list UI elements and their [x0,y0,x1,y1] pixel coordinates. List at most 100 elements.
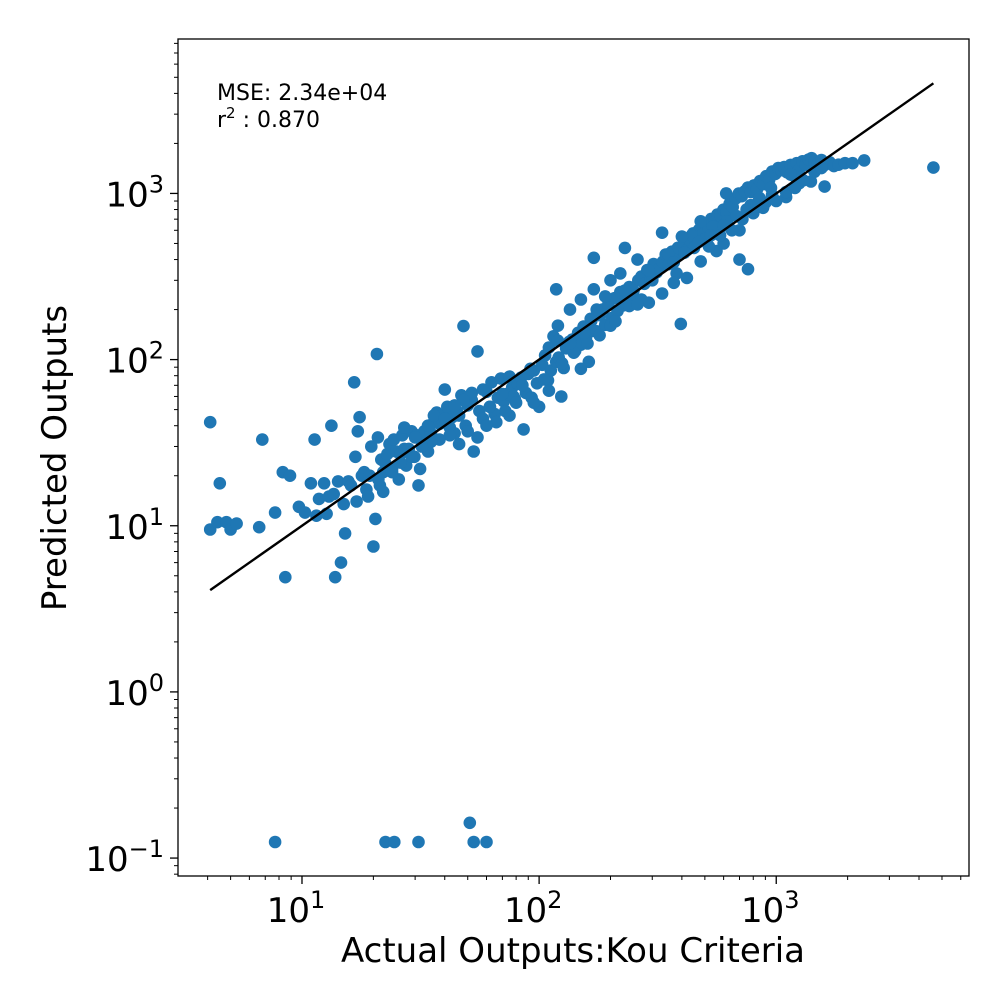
data-point [694,215,707,228]
data-point [846,156,859,170]
y-tick-label: 100 [105,669,164,714]
tick-base: 10 [85,840,128,880]
data-point [379,835,392,849]
data-point [325,419,338,433]
x-axis-label: Actual Outputs:Kou Criteria [341,931,805,971]
data-point [788,181,802,195]
tick-base: 10 [105,674,148,714]
data-point [465,386,479,400]
data-point [452,437,466,451]
data-point [741,262,755,276]
y-tick-label: 10−1 [85,835,164,880]
x-tick-label: 103 [741,886,800,931]
y-tick-label: 103 [105,170,164,215]
data-point [655,287,669,300]
data-point [587,283,601,296]
data-point [618,241,632,255]
data-point [604,274,617,287]
data-point [331,475,345,488]
data-point [467,835,481,849]
data-point [499,404,512,418]
data-point [347,376,361,389]
data-point [421,419,435,433]
data-point [365,440,378,453]
data-point [361,490,375,503]
data-point [304,477,318,490]
data-point [631,253,644,266]
data-point [405,450,418,464]
data-point [818,180,831,193]
data-point [353,410,366,424]
data-point [527,396,541,410]
data-point [367,540,380,553]
data-point [334,556,348,569]
data-point [349,450,362,464]
data-point [461,425,475,438]
tick-base: 10 [105,342,148,382]
data-point [857,154,871,167]
data-point [642,296,656,310]
data-point [563,303,577,316]
data-point [338,527,352,540]
tick-exponent: 2 [149,337,164,365]
data-point [467,445,481,458]
data-point [581,337,594,350]
data-point [587,251,601,265]
data-point [680,271,694,285]
data-point [549,283,563,296]
r2-label: r [217,108,227,133]
data-point [614,267,627,280]
data-point [408,431,422,444]
data-point [438,412,452,426]
tick-exponent: 2 [547,886,562,914]
data-point [471,431,484,444]
data-point [312,492,326,506]
data-point [279,570,292,584]
data-point [692,235,705,249]
data-point [574,362,588,376]
data-point [719,187,733,200]
tick-exponent: −1 [129,835,164,863]
data-point [537,373,551,386]
tick-exponent: 1 [310,886,325,914]
data-point [598,290,612,303]
data-point [298,506,312,519]
data-point [230,517,243,530]
y-tick-label: 101 [105,503,164,548]
data-point [667,255,681,269]
data-point [471,345,484,358]
r2-value: : 0.870 [236,108,320,133]
data-point [574,293,588,306]
data-point [593,329,606,342]
data-point [350,495,363,508]
r2-superscript: 2 [226,104,236,122]
tick-base: 10 [504,891,547,931]
data-point [328,570,342,584]
data-point [642,263,656,277]
data-point [369,512,382,526]
data-point [769,194,783,208]
data-point [413,462,427,476]
data-point [675,230,689,243]
data-point [618,284,632,297]
data-point [327,487,341,501]
data-point [351,425,365,438]
data-point [674,317,688,331]
data-point [213,477,227,490]
data-point [203,415,217,429]
x-tick-label: 101 [267,886,326,931]
data-point [443,429,457,442]
data-point [713,229,727,242]
data-point [524,362,537,376]
y-tick-label: 102 [105,337,164,382]
mse-annotation: MSE: 2.34e+04 [217,81,387,106]
tick-base: 10 [105,175,148,215]
data-point [371,431,385,444]
data-point [490,415,503,429]
data-point [385,465,399,479]
data-points [203,151,940,849]
data-point [438,383,452,396]
data-point [496,387,509,401]
